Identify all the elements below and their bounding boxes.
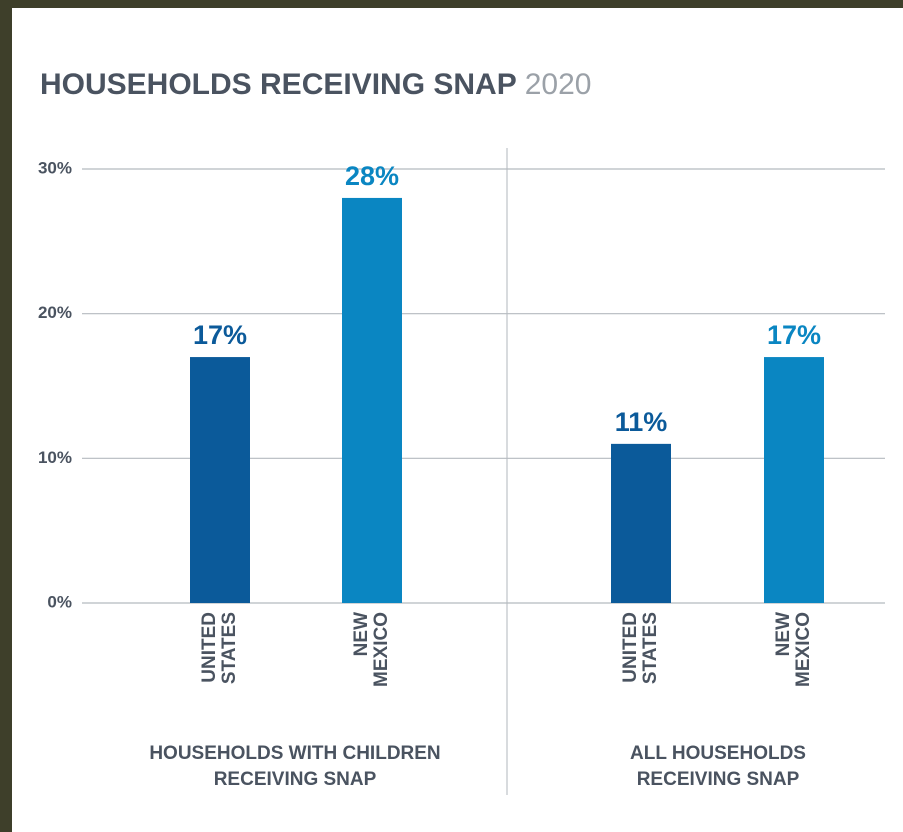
value-label: 11% — [615, 407, 668, 437]
group-label: ALL HOUSEHOLDS RECEIVING SNAP — [630, 743, 806, 790]
group-label-line: HOUSEHOLDS WITH CHILDREN — [149, 743, 440, 764]
x-tick-label: UNITED — [199, 612, 220, 683]
title: HOUSEHOLDS RECEIVING SNAP — [40, 68, 517, 101]
x-tick-label: STATES — [219, 612, 240, 684]
x-tick-label: UNITED — [620, 612, 641, 683]
value-label: 28% — [345, 161, 399, 191]
x-tick-label: MEXICO — [793, 612, 814, 687]
value-label: 17% — [767, 320, 821, 350]
panel — [12, 8, 903, 832]
x-tick-label: NEW — [773, 612, 794, 656]
group-label-line: RECEIVING SNAP — [637, 769, 800, 790]
bar — [611, 443, 671, 603]
bar — [342, 197, 402, 603]
y-tick-label: 0% — [47, 592, 72, 611]
value-label: 17% — [193, 320, 247, 350]
y-tick-label: 30% — [38, 158, 72, 177]
y-tick-label: 20% — [38, 303, 72, 322]
group-label-line: RECEIVING SNAP — [214, 769, 377, 790]
title-year: 2020 — [525, 68, 592, 101]
bar — [190, 357, 250, 603]
chart-title: HOUSEHOLDS RECEIVING SNAP 2020 — [40, 68, 591, 101]
group-label-line: ALL HOUSEHOLDS — [630, 743, 806, 764]
bar — [764, 357, 824, 603]
x-tick-label: STATES — [640, 612, 661, 684]
y-tick-label: 10% — [38, 448, 72, 467]
x-tick-label: MEXICO — [371, 612, 392, 687]
x-tick-label: NEW — [351, 612, 372, 656]
group-label: HOUSEHOLDS WITH CHILDREN RECEIVING SNAP — [149, 743, 440, 790]
